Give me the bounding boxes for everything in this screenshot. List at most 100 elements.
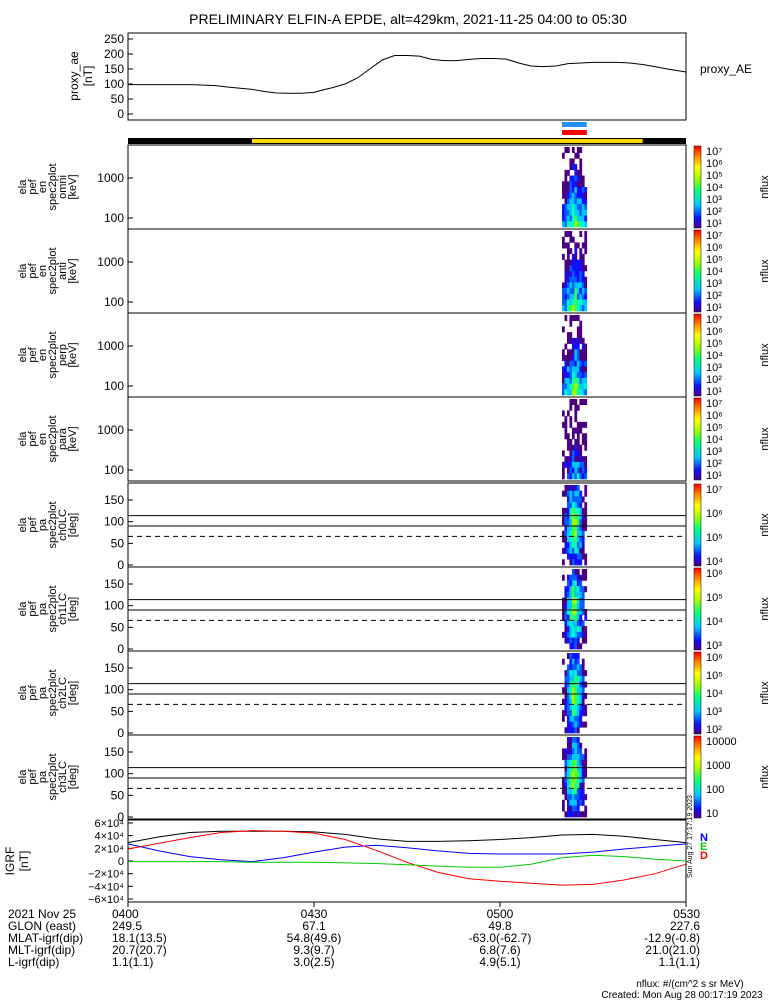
heatmap-cell xyxy=(576,715,580,722)
colorbar-tick-label: 10⁶ xyxy=(706,508,723,520)
heatmap-cell xyxy=(566,637,570,644)
heatmap-cell xyxy=(574,805,578,812)
heatmap-cell xyxy=(574,282,578,289)
heatmap-cell xyxy=(576,687,580,694)
heatmap-cell xyxy=(581,603,585,610)
heatmap-cell xyxy=(571,389,575,396)
heatmap-cell xyxy=(574,536,578,543)
heatmap-cell xyxy=(584,502,588,509)
colorbar xyxy=(693,735,702,819)
heatmap-cell xyxy=(574,670,578,677)
heatmap-cell xyxy=(566,299,570,306)
heatmap-cell xyxy=(564,507,568,514)
heatmap-cell xyxy=(581,525,585,532)
colorbar-tick-label: 1000 xyxy=(706,760,730,772)
heatmap-cell xyxy=(574,221,578,228)
heatmap-cell xyxy=(562,242,565,249)
heatmap-cell xyxy=(569,759,573,766)
heatmap-cell xyxy=(569,530,573,537)
heatmap-cell xyxy=(571,794,575,801)
heatmap-cell xyxy=(571,215,575,222)
time-axis-mlt: 21.0(21.0) xyxy=(645,943,700,957)
ytick-label: 100 xyxy=(104,463,124,477)
heatmap-cell xyxy=(562,603,565,610)
heatmap-cell xyxy=(576,175,580,182)
heatmap-cell xyxy=(569,349,573,356)
heatmap-cell xyxy=(571,675,575,682)
heatmap-cell xyxy=(574,377,578,384)
heatmap-cell xyxy=(579,742,583,749)
heatmap-cell xyxy=(574,794,578,801)
heatmap-cell xyxy=(562,782,565,789)
heatmap-cell xyxy=(576,288,580,295)
heatmap-cell xyxy=(574,265,578,272)
heatmap-cell xyxy=(566,288,570,295)
heatmap-cell xyxy=(574,620,578,627)
heatmap-cell xyxy=(571,742,575,749)
heatmap-cell xyxy=(576,209,580,216)
heatmap-cell xyxy=(569,525,573,532)
heatmap-cell xyxy=(571,569,575,576)
heatmap-cell xyxy=(584,231,588,238)
heatmap-cell xyxy=(564,490,568,497)
heatmap-cell xyxy=(579,467,583,474)
heatmap-cell xyxy=(569,586,573,593)
heatmap-cell xyxy=(584,276,588,283)
heatmap-cell xyxy=(566,192,570,199)
heatmap-cell xyxy=(576,609,580,616)
heatmap-cell xyxy=(579,710,583,717)
colorbar-label: nflux xyxy=(759,597,771,621)
heatmap-cell xyxy=(576,147,580,154)
heatmap-cell xyxy=(576,169,580,176)
heatmap-cell xyxy=(562,389,565,396)
heatmap-cell xyxy=(564,315,568,322)
heatmap-cell xyxy=(574,288,578,295)
status-bars xyxy=(128,122,686,144)
heatmap-cell xyxy=(566,209,570,216)
ytick-label: 100 xyxy=(104,379,124,393)
heatmap-cell xyxy=(579,450,583,457)
heatmap-cell xyxy=(581,221,585,228)
heatmap-cell xyxy=(562,536,565,543)
heatmap-cell xyxy=(571,315,575,322)
heatmap-cell xyxy=(584,704,588,711)
heatmap-cell xyxy=(564,603,568,610)
heatmap-cell xyxy=(571,192,575,199)
heatmap-cell xyxy=(581,698,585,705)
igrf-ytick-label: 2×10⁴ xyxy=(94,843,124,855)
igrf-ylabel-unit: [nT] xyxy=(17,851,31,872)
heatmap-cell xyxy=(571,259,575,266)
heatmap-cell xyxy=(576,461,580,468)
heatmap-cell xyxy=(581,276,585,283)
heatmap-cell xyxy=(566,355,570,362)
heatmap-cell xyxy=(576,799,580,806)
panel-ylabel: ch1LC xyxy=(57,593,69,625)
heatmap-cell xyxy=(562,209,565,216)
heatmap-cell xyxy=(576,788,580,795)
heatmap-cell xyxy=(574,399,578,406)
heatmap-cell xyxy=(576,198,580,205)
heatmap-cell xyxy=(581,187,585,194)
heatmap-cell xyxy=(584,794,588,801)
heatmap-cell xyxy=(564,147,568,154)
heatmap-cell xyxy=(584,399,588,406)
heatmap-cell xyxy=(566,187,570,194)
heatmap-cell xyxy=(566,777,570,784)
heatmap-cell xyxy=(571,383,575,390)
heatmap-cell xyxy=(564,433,568,440)
panel-ylabel: perp xyxy=(57,344,69,366)
heatmap-cell xyxy=(562,574,565,581)
panel-ylabel: ch2LC xyxy=(57,677,69,709)
heatmap-cell xyxy=(576,721,580,728)
heatmap-cell xyxy=(569,664,573,671)
heatmap-cell xyxy=(564,343,568,350)
heatmap-cell xyxy=(574,450,578,457)
heatmap-cell xyxy=(581,175,585,182)
heatmap-cell xyxy=(574,299,578,306)
heatmap-cell xyxy=(576,439,580,446)
heatmap-cell xyxy=(581,693,585,700)
heatmap-cell xyxy=(574,765,578,772)
heatmap-cell xyxy=(581,759,585,766)
